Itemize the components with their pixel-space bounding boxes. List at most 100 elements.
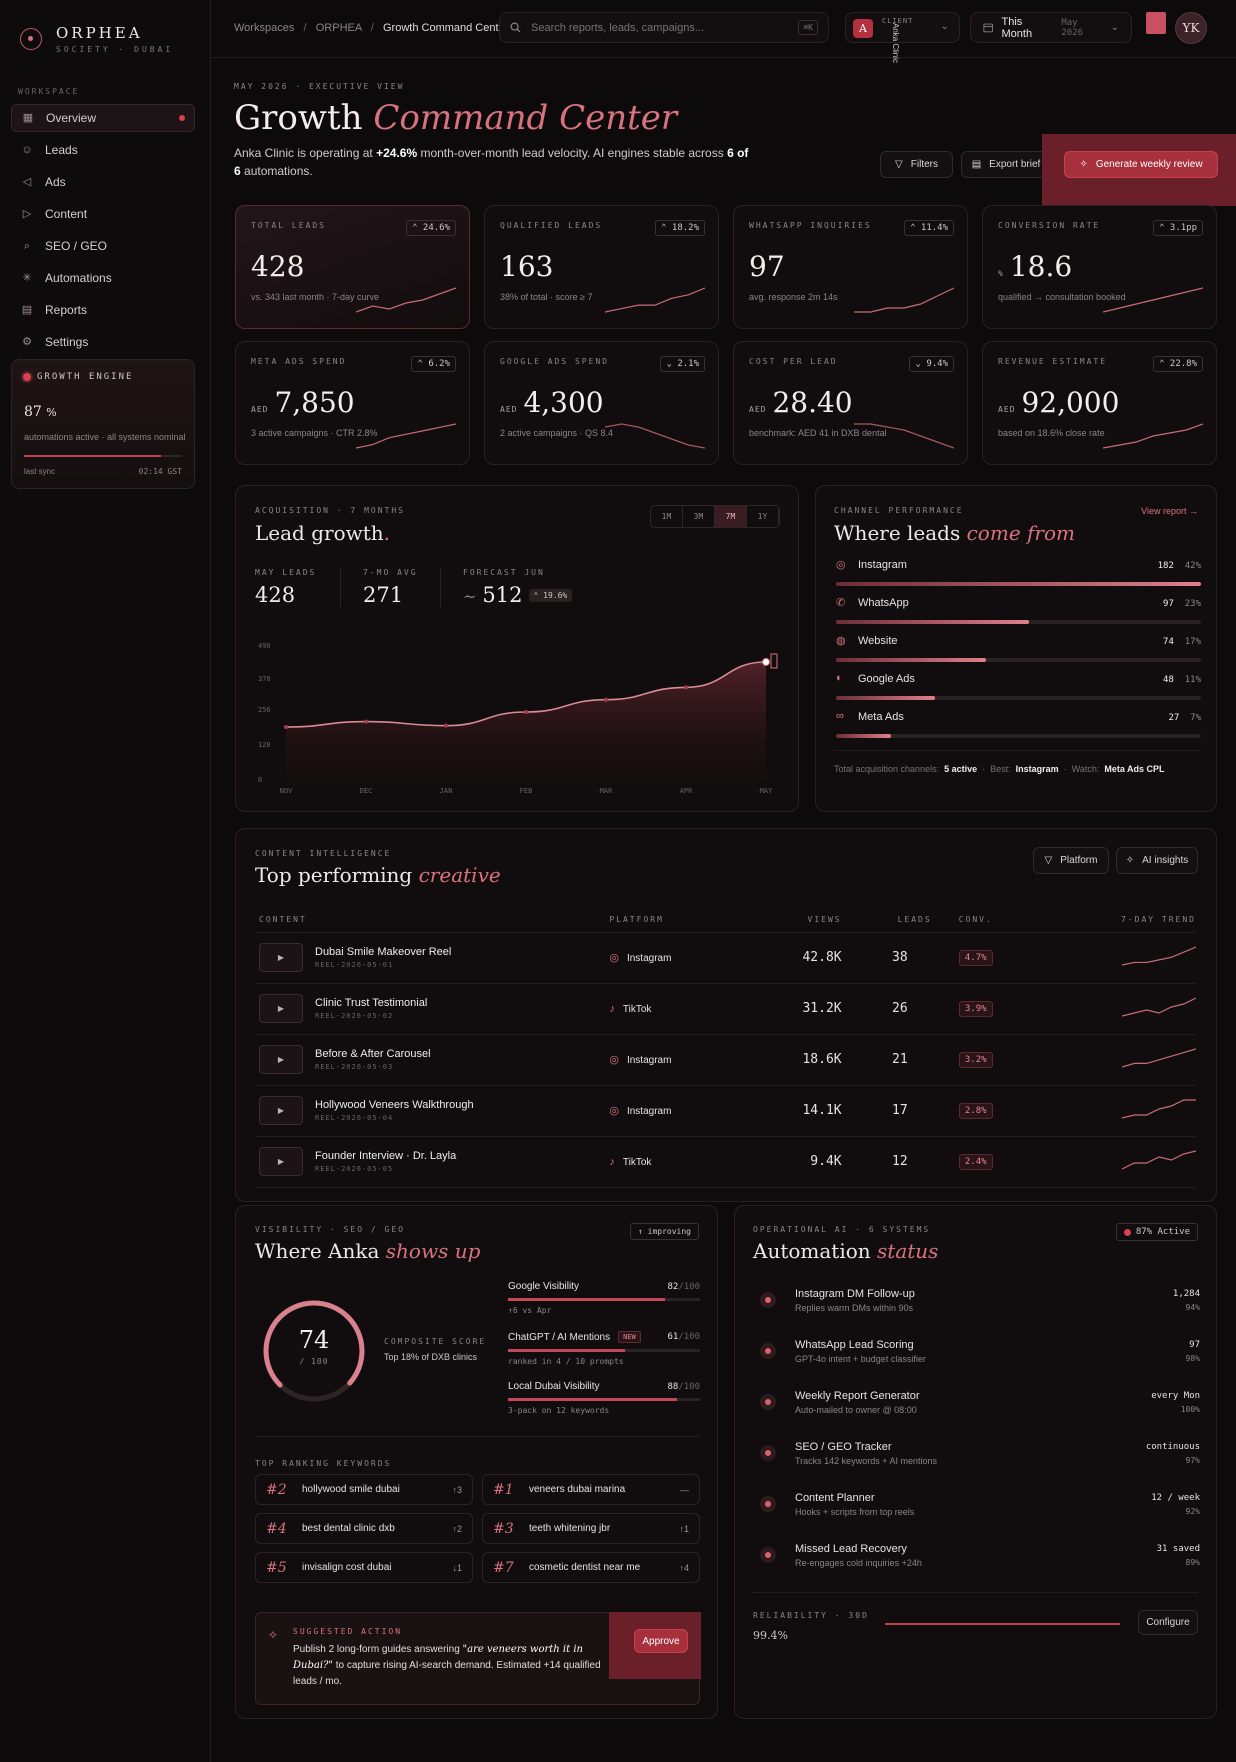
approve-button[interactable]: Approve xyxy=(634,1629,688,1653)
sidebar-item-label: Reports xyxy=(45,303,88,317)
play-icon[interactable]: ▶ xyxy=(259,1045,303,1074)
range-tab-1m[interactable]: 1M xyxy=(651,506,683,527)
filters-button[interactable]: ▽ Filters xyxy=(880,151,953,178)
content-code: REEL-2026-05-04 xyxy=(315,1114,394,1122)
engine-value: 87 xyxy=(24,404,42,420)
composite-score-label: COMPOSITE SCORE xyxy=(384,1337,487,1346)
kpi-value: AED 28.40 xyxy=(749,386,853,419)
automation-row[interactable]: SEO / GEO Tracker Tracks 142 keywords + A… xyxy=(755,1437,1200,1483)
avatar[interactable]: YK xyxy=(1175,12,1207,44)
views-value: 42.8K xyxy=(755,932,846,984)
export-brief-button[interactable]: ▤ Export brief xyxy=(961,151,1051,178)
kpi-subtext: 3 active campaigns · CTR 2.8% xyxy=(251,428,378,438)
platform-button[interactable]: ▽ Platform xyxy=(1033,847,1109,874)
sidebar-item-seo-geo[interactable]: ⌕ SEO / GEO xyxy=(11,232,195,260)
configure-button[interactable]: Configure xyxy=(1138,1610,1198,1635)
column-header: 7-DAY TREND xyxy=(1015,907,1196,933)
page-description: Anka Clinic is operating at +24.6% month… xyxy=(234,146,749,178)
keyword-chip[interactable]: #3 teeth whitening jbr ↑1 xyxy=(482,1513,700,1544)
arrow-right-icon: → xyxy=(1189,506,1198,516)
arrow-up-icon: ⌃ xyxy=(661,223,672,233)
channel-row-instagram[interactable]: ◎ Instagram 182 42% xyxy=(836,558,1201,588)
kpi-card-revenue-estimate[interactable]: REVENUE ESTIMATE ⌃ 22.8% AED 92,000 based on… xyxy=(982,341,1217,465)
sidebar-item-automations[interactable]: ✳ Automations xyxy=(11,264,195,292)
view-report-link[interactable]: View report → xyxy=(1141,506,1198,516)
sidebar-item-leads[interactable]: ☺ Leads xyxy=(11,136,195,164)
data-point xyxy=(762,657,770,666)
keyword-chip[interactable]: #7 cosmetic dentist near me ↑4 xyxy=(482,1552,700,1583)
channel-bar xyxy=(836,620,1201,624)
table-row[interactable]: ▶ Founder Interview · Dr. Layla REEL-2026-… xyxy=(255,1136,1197,1188)
range-tab-3m[interactable]: 3M xyxy=(683,506,715,527)
kpi-card-total-leads[interactable]: TOTAL LEADS ⌃ 24.6% 428 vs. 343 last month … xyxy=(235,205,470,329)
play-icon[interactable]: ▶ xyxy=(259,943,303,972)
breadcrumb-orphea[interactable]: ORPHEA xyxy=(315,22,362,34)
client-selector[interactable]: A CLIENT Anka Clinic ⌄ xyxy=(845,12,960,63)
table-row[interactable]: ▶ Dubai Smile Makeover Reel REEL-2026-05-0… xyxy=(255,932,1197,984)
leads-value: 21 xyxy=(845,1034,936,1086)
kpi-card-cost-per-lead[interactable]: COST PER LEAD ⌄ 9.4% AED 28.40 benchmark: AE… xyxy=(733,341,968,465)
table-row[interactable]: ▶ Before & After Carousel REEL-2026-05-03 ◎… xyxy=(255,1034,1197,1086)
conversion-badge: 3.2% xyxy=(958,1051,993,1068)
kpi-card-google-ads-spend[interactable]: GOOGLE ADS SPEND ⌄ 2.1% AED 4,300 2 active c… xyxy=(484,341,719,465)
table-row[interactable]: ▶ Hollywood Veneers Walkthrough REEL-2026-… xyxy=(255,1085,1196,1137)
sidebar-item-settings[interactable]: ⚙ Settings xyxy=(11,328,195,356)
play-icon[interactable]: ▶ xyxy=(259,994,303,1023)
visibility-metric: Google Visibility 82/100 ↑6 vs Apr xyxy=(508,1281,700,1315)
automation-row[interactable]: Instagram DM Follow-up Replies warm DMs w… xyxy=(755,1284,1200,1330)
ai-insights-button[interactable]: ✧ AI insights xyxy=(1116,847,1198,874)
search-input[interactable]: Search reports, leads, campaigns... xyxy=(531,21,705,34)
generate-weekly-review-button[interactable]: ✧ Generate weekly review xyxy=(1064,151,1218,178)
kpi-label: CONVERSION RATE xyxy=(998,221,1101,230)
keyword-chip[interactable]: #2 hollywood smile dubai ↑3 xyxy=(255,1474,473,1505)
automation-row[interactable]: Missed Lead Recovery Re-engages cold inqu… xyxy=(755,1539,1200,1585)
kpi-card-meta-ads-spend[interactable]: META ADS SPEND ⌃ 6.2% AED 7,850 3 active cam… xyxy=(235,341,470,465)
keyword-chip[interactable]: #4 best dental clinic dxb ↑2 xyxy=(255,1513,473,1544)
score-gauge xyxy=(263,1300,365,1402)
automation-row[interactable]: Content Planner Hooks + scripts from top … xyxy=(755,1488,1200,1534)
channel-row-meta-ads[interactable]: ∞ Meta Ads 27 7% xyxy=(836,710,1201,740)
sidebar-item-content[interactable]: ▷ Content xyxy=(11,200,195,228)
channels-title: Where leads come from xyxy=(834,521,1075,545)
filter-icon: ▽ xyxy=(1044,855,1053,866)
document-icon: ▤ xyxy=(21,304,33,316)
sidebar-item-ads[interactable]: ◁ Ads xyxy=(11,168,195,196)
kpi-value: 97 xyxy=(749,250,785,283)
range-tab-1y[interactable]: 1Y xyxy=(747,506,779,527)
channel-row-google-ads[interactable]: ◐ Google Ads 48 11% xyxy=(836,672,1201,702)
play-icon[interactable]: ▶ xyxy=(259,1147,303,1176)
meta-icon: ∞ xyxy=(836,710,844,722)
status-dot-icon xyxy=(760,1496,776,1512)
y-tick-label: 128 xyxy=(258,741,271,749)
keyword-chip[interactable]: #1 veneers dubai marina — xyxy=(482,1474,700,1505)
arrow-up-icon: ⌃ xyxy=(412,223,423,233)
kpi-sparkline xyxy=(1103,287,1203,313)
kpi-card-whatsapp-inquiries[interactable]: WHATSAPP INQUIRIES ⌃ 11.4% 97 avg. response… xyxy=(733,205,968,329)
kpi-card-qualified-leads[interactable]: QUALIFIED LEADS ⌃ 18.2% 163 38% of total · … xyxy=(484,205,719,329)
notifications-icon[interactable] xyxy=(1146,12,1166,34)
kpi-card-conversion-rate[interactable]: CONVERSION RATE ⌃ 3.1pp % 18.6 qualified → c… xyxy=(982,205,1217,329)
forecast-change-badge: ⌃ 19.6% xyxy=(528,589,573,602)
engine-title: GROWTH ENGINE xyxy=(37,372,134,382)
y-tick-label: 0 xyxy=(258,776,262,784)
play-icon[interactable]: ▶ xyxy=(259,1096,303,1125)
x-tick-label: MAY xyxy=(760,787,773,795)
trend-sparkline xyxy=(1121,1099,1196,1119)
tiktok-icon: ♪ xyxy=(609,1002,615,1015)
channel-row-website[interactable]: ◍ Website 74 17% xyxy=(836,634,1201,664)
breadcrumb-workspaces[interactable]: Workspaces xyxy=(234,22,295,34)
range-tab-7m[interactable]: 7M xyxy=(715,506,747,527)
views-value: 31.2K xyxy=(755,983,846,1035)
sidebar-item-label: Ads xyxy=(45,175,66,189)
table-row[interactable]: ▶ Clinic Trust Testimonial REEL-2026-05-02… xyxy=(255,983,1197,1035)
search-bar[interactable]: Search reports, leads, campaigns... ⌘K xyxy=(499,12,829,43)
leads-value: 12 xyxy=(845,1136,936,1188)
sidebar-item-overview[interactable]: ▦ Overview xyxy=(11,104,195,132)
automation-row[interactable]: Weekly Report Generator Auto-mailed to ow… xyxy=(755,1386,1200,1432)
brand-logo[interactable]: ORPHEA SOCIETY · DUBAI xyxy=(20,24,173,54)
sidebar-item-reports[interactable]: ▤ Reports xyxy=(11,296,195,324)
channel-row-whatsapp[interactable]: ✆ WhatsApp 97 23% xyxy=(836,596,1201,626)
period-selector[interactable]: This Month May 2026 ⌄ xyxy=(970,12,1132,43)
keyword-chip[interactable]: #5 invisalign cost dubai ↓1 xyxy=(255,1552,473,1583)
automation-row[interactable]: WhatsApp Lead Scoring GPT-4o intent + bud… xyxy=(755,1335,1200,1381)
